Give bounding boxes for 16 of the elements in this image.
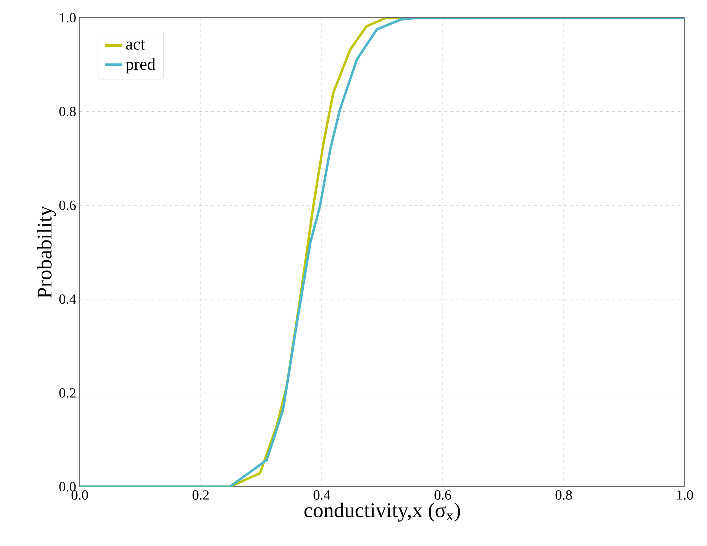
x-tick-label: 0.2: [192, 490, 209, 500]
y-tick-label: 0.0: [60, 482, 76, 492]
legend-label: act: [126, 40, 146, 50]
x-tick-label: 0.0: [72, 490, 88, 500]
y-tick-label: 0.8: [60, 107, 76, 117]
x-tick-label: 0.4: [314, 490, 331, 500]
y-tick-label: 0.6: [60, 200, 76, 210]
legend-label: pred: [126, 58, 156, 74]
y-tick-label: 0.4: [60, 294, 76, 304]
x-tick-label: 0.8: [556, 490, 572, 500]
x-axis-title: conductivity,x (σ$_{x}$): [304, 502, 460, 522]
x-tick-label: 1.0: [678, 490, 694, 500]
y-tick-label: 0.2: [60, 388, 76, 398]
y-axis-title: Probability: [37, 206, 56, 298]
x-tick-label: 0.6: [434, 490, 452, 500]
y-tick-label: 1.0: [60, 13, 76, 23]
